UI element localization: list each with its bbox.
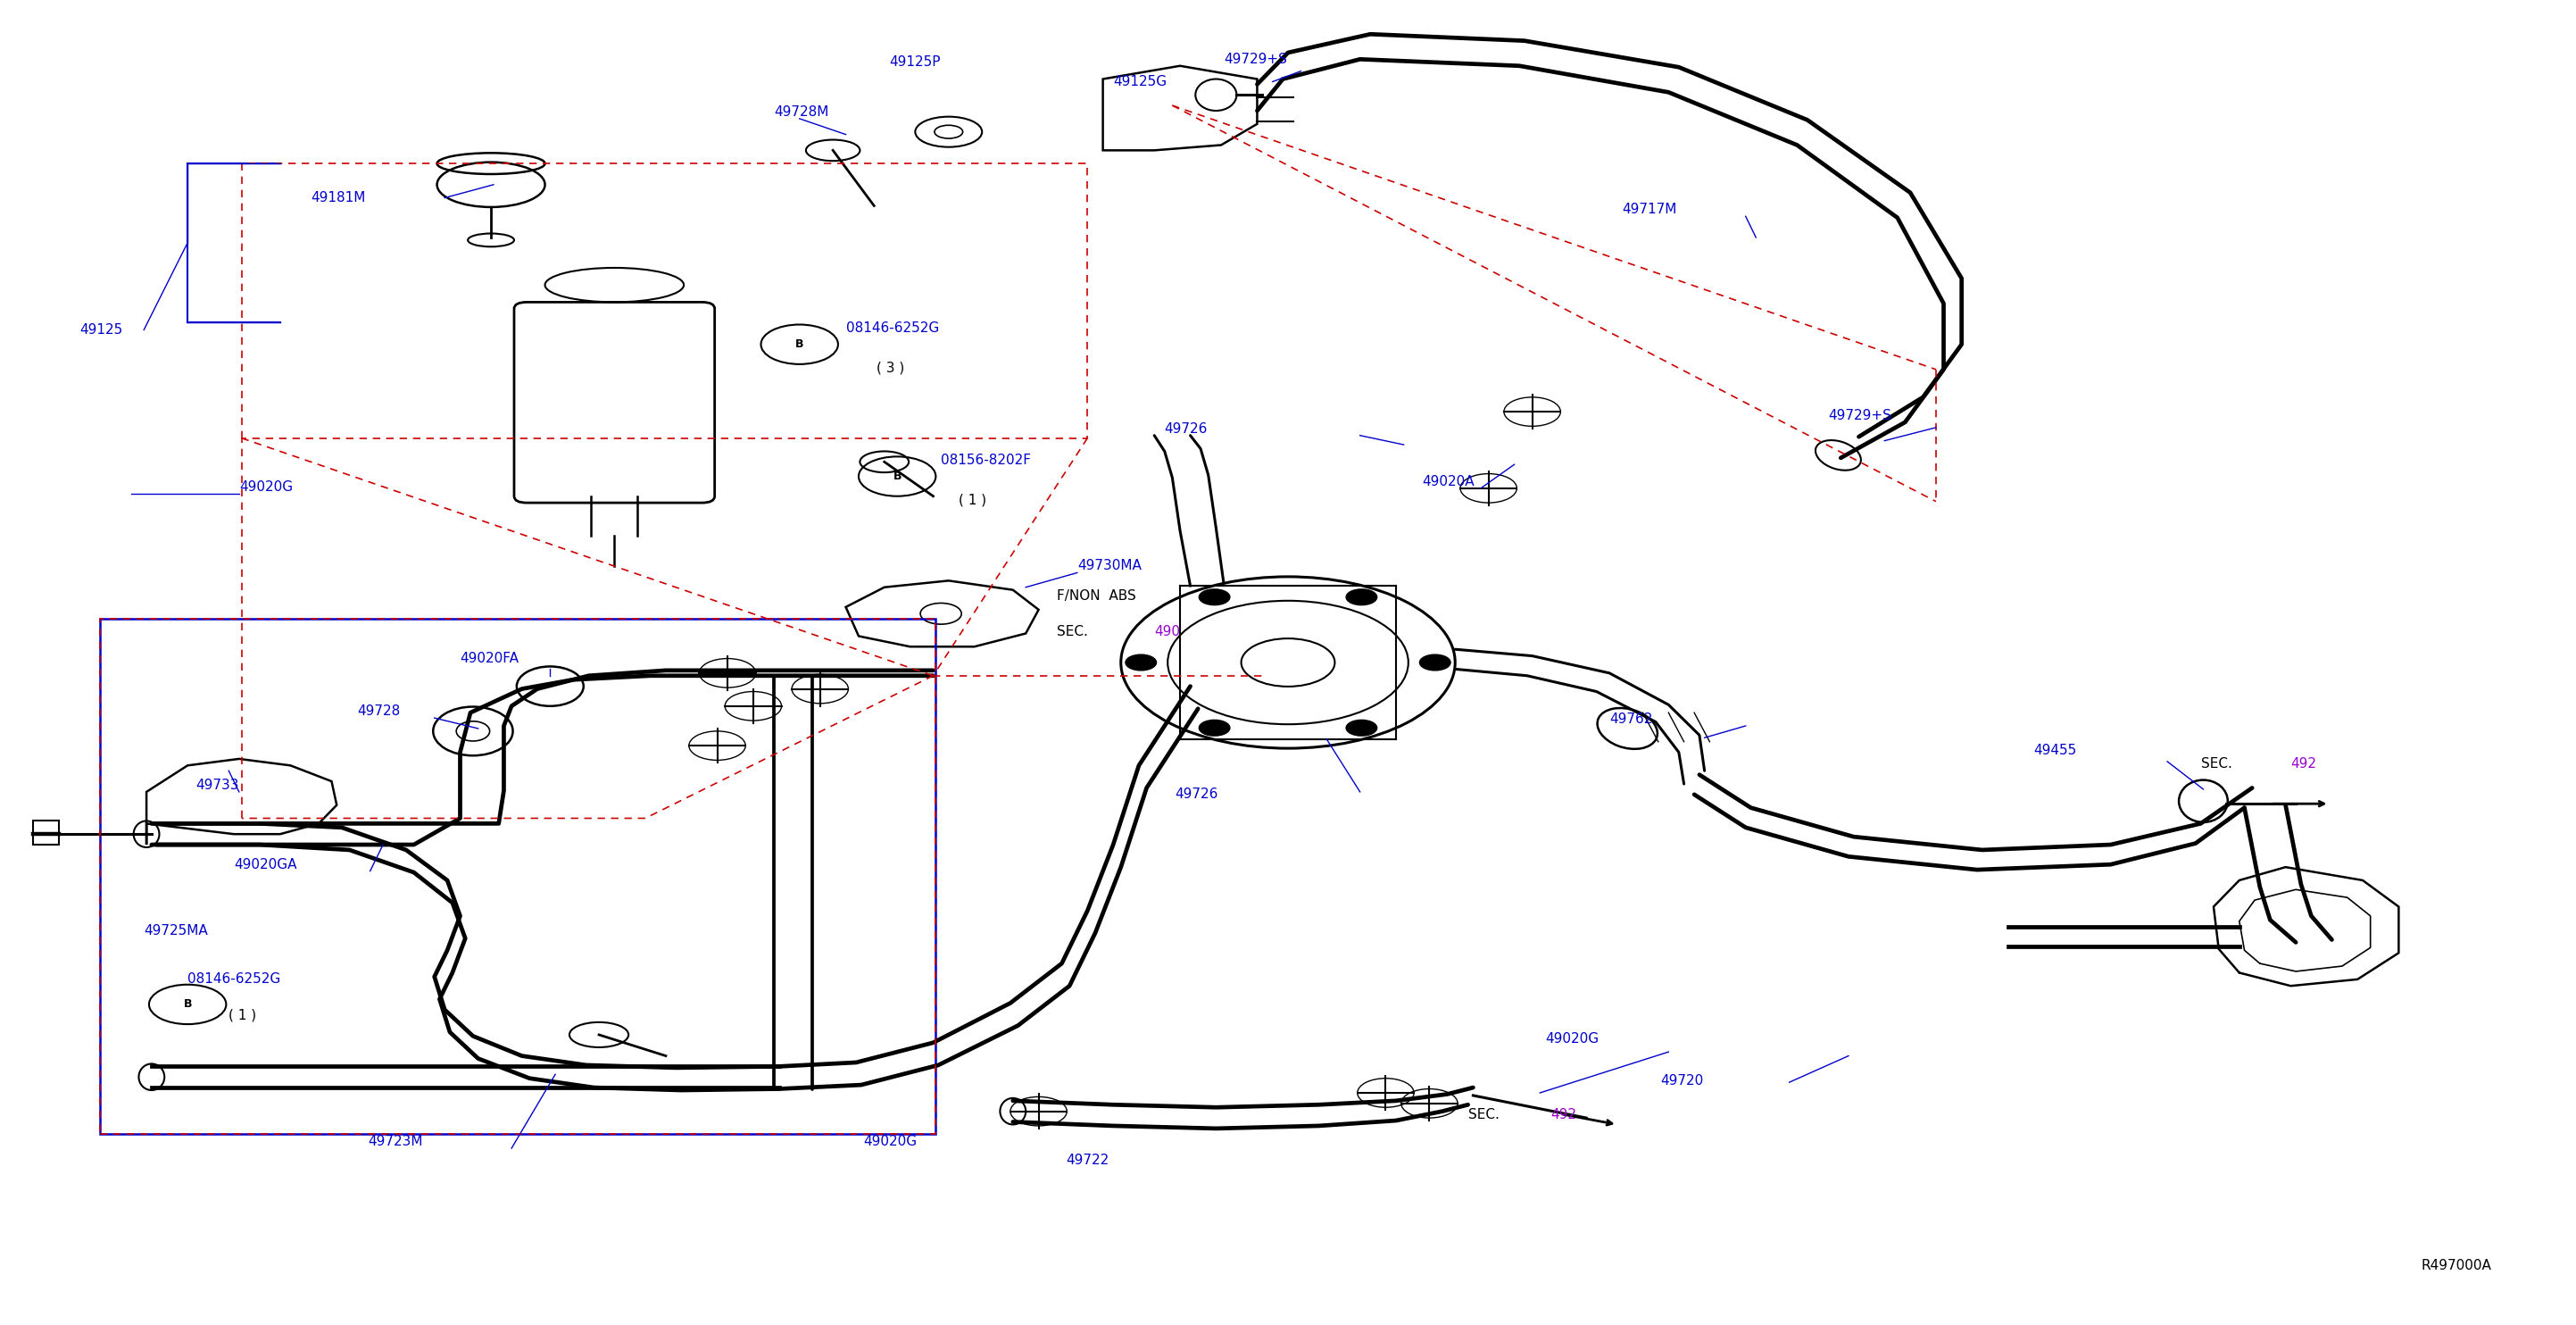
Text: B: B <box>894 470 902 482</box>
Text: ( 3 ): ( 3 ) <box>876 362 904 375</box>
Text: 490: 490 <box>1154 625 1180 639</box>
Text: B: B <box>796 339 804 350</box>
Text: 08156-8202F: 08156-8202F <box>940 453 1030 468</box>
Text: 49020FA: 49020FA <box>461 652 518 665</box>
Text: 49723M: 49723M <box>368 1136 422 1149</box>
Text: 08146-6252G: 08146-6252G <box>845 322 938 335</box>
Text: 49020A: 49020A <box>1422 474 1473 488</box>
Text: ( 1 ): ( 1 ) <box>229 1008 258 1022</box>
Text: R497000A: R497000A <box>2421 1259 2491 1272</box>
Text: 49726: 49726 <box>1164 423 1208 436</box>
Text: 49729+S: 49729+S <box>1224 53 1288 66</box>
Text: 49726: 49726 <box>1175 787 1218 802</box>
Text: 49762: 49762 <box>1610 713 1654 726</box>
Text: 49455: 49455 <box>2032 745 2076 758</box>
Text: 49181M: 49181M <box>312 191 366 204</box>
Text: 49020G: 49020G <box>240 480 294 493</box>
Text: 49020G: 49020G <box>863 1136 917 1149</box>
Text: 49722: 49722 <box>1066 1153 1110 1167</box>
Text: 49717M: 49717M <box>1623 203 1677 216</box>
Text: 49730MA: 49730MA <box>1077 559 1141 572</box>
Text: 49720: 49720 <box>1662 1075 1703 1088</box>
Circle shape <box>1347 590 1378 606</box>
Text: 49733: 49733 <box>196 779 240 792</box>
Text: ( 1 ): ( 1 ) <box>958 493 987 506</box>
Text: 49020GA: 49020GA <box>234 857 296 871</box>
Circle shape <box>1198 719 1229 735</box>
Text: 49125P: 49125P <box>889 56 940 69</box>
Text: SEC.: SEC. <box>2200 758 2231 771</box>
Bar <box>100 619 935 1134</box>
Circle shape <box>1198 590 1229 606</box>
Text: B: B <box>183 999 191 1010</box>
Text: 49728M: 49728M <box>773 105 829 119</box>
Circle shape <box>1126 655 1157 670</box>
Text: 49020G: 49020G <box>1546 1032 1600 1045</box>
Text: 49729+S: 49729+S <box>1829 409 1891 423</box>
Circle shape <box>1347 719 1378 735</box>
Text: 492: 492 <box>2290 758 2316 771</box>
Text: 49728: 49728 <box>358 705 399 718</box>
Text: SEC.: SEC. <box>1468 1109 1499 1122</box>
Text: 49125: 49125 <box>80 323 124 337</box>
Circle shape <box>1419 655 1450 670</box>
Text: F/NON  ABS: F/NON ABS <box>1056 590 1136 603</box>
Text: 49725MA: 49725MA <box>144 924 209 937</box>
Bar <box>33 822 59 844</box>
Text: SEC.: SEC. <box>1056 625 1087 639</box>
Text: 492: 492 <box>1551 1109 1577 1122</box>
Text: 08146-6252G: 08146-6252G <box>188 973 281 986</box>
Text: 49125G: 49125G <box>1113 76 1167 89</box>
